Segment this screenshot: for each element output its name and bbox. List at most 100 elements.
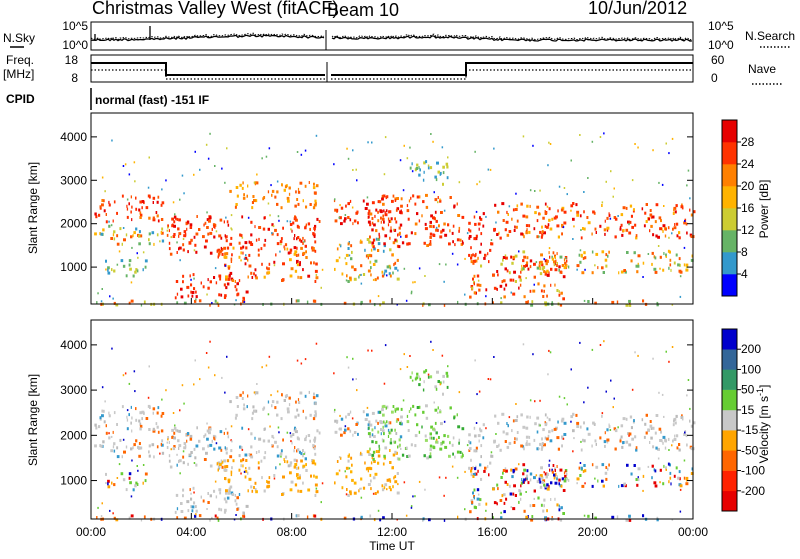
velocity-echo bbox=[130, 447, 133, 451]
velocity-noise-point bbox=[539, 476, 542, 479]
power-echo bbox=[128, 202, 130, 206]
velocity-echo bbox=[482, 436, 485, 440]
velocity-echo bbox=[474, 472, 478, 476]
power-echo bbox=[529, 265, 532, 269]
power-echo bbox=[108, 224, 111, 228]
velocity-echo bbox=[369, 447, 371, 451]
power-echo bbox=[635, 264, 639, 268]
velocity-echo bbox=[394, 407, 397, 411]
velocity-echo bbox=[105, 472, 107, 476]
velocity-echo bbox=[400, 422, 403, 426]
velocity-echo bbox=[203, 435, 205, 439]
power-echo bbox=[502, 256, 506, 259]
power-echo bbox=[559, 255, 563, 259]
velocity-echo bbox=[99, 444, 101, 448]
power-echo bbox=[282, 262, 285, 266]
velocity-echo bbox=[305, 463, 307, 467]
power-noise-point bbox=[243, 257, 246, 260]
velocity-echo bbox=[283, 399, 286, 402]
velocity-echo bbox=[120, 472, 124, 476]
velocity-echo bbox=[543, 504, 545, 508]
velocity-echo bbox=[544, 423, 548, 427]
power-noise-point bbox=[393, 228, 395, 231]
velocity-echo bbox=[375, 419, 378, 423]
power-echo bbox=[649, 229, 651, 233]
power-echo bbox=[539, 272, 543, 276]
power-echo bbox=[543, 231, 546, 235]
velocity-echo bbox=[387, 428, 390, 432]
power-echo bbox=[512, 208, 515, 212]
velocity-echo bbox=[604, 444, 606, 448]
power-echo bbox=[474, 254, 477, 258]
power-echo bbox=[525, 261, 529, 265]
power-echo bbox=[625, 303, 629, 307]
power-noise-point bbox=[475, 210, 478, 213]
velocity-echo bbox=[528, 435, 531, 439]
velocity-echo bbox=[546, 509, 548, 513]
velocity-echo bbox=[393, 476, 395, 480]
power-noise-point bbox=[663, 205, 665, 207]
power-echo bbox=[338, 216, 342, 220]
power-colorbar-label: Power [dB] bbox=[757, 180, 771, 239]
power-echo bbox=[130, 299, 134, 303]
velocity-noise-point bbox=[134, 390, 136, 393]
velocity-echo bbox=[625, 440, 629, 444]
power-echo bbox=[235, 186, 239, 189]
velocity-echo bbox=[470, 467, 473, 470]
velocity-echo bbox=[635, 446, 638, 450]
power-echo bbox=[388, 264, 391, 268]
velocity-echo bbox=[479, 427, 481, 431]
nsearch-tick-bottom: 10^0 bbox=[708, 38, 734, 52]
power-echo bbox=[591, 271, 594, 275]
velocity-noise-point bbox=[214, 480, 217, 483]
power-noise-point bbox=[383, 173, 386, 176]
velocity-echo bbox=[314, 436, 317, 440]
power-echo bbox=[366, 238, 370, 241]
power-noise-point bbox=[671, 137, 674, 140]
power-echo bbox=[479, 217, 483, 221]
velocity-noise-point bbox=[352, 357, 354, 360]
power-echo bbox=[473, 237, 477, 241]
power-noise-point bbox=[403, 267, 406, 270]
velocity-echo bbox=[504, 480, 507, 484]
power-echo bbox=[526, 256, 529, 260]
velocity-noise-point bbox=[231, 440, 233, 443]
power-echo bbox=[347, 242, 350, 246]
velocity-echo bbox=[381, 429, 385, 433]
power-echo bbox=[533, 275, 536, 279]
power-echo bbox=[131, 205, 133, 209]
power-echo bbox=[209, 216, 212, 220]
power-echo bbox=[207, 278, 209, 282]
velocity-echo bbox=[305, 469, 308, 472]
velocity-echo bbox=[94, 444, 97, 448]
power-echo bbox=[528, 224, 531, 228]
power-echo bbox=[288, 186, 291, 190]
velocity-colorbar-segment bbox=[722, 490, 737, 512]
velocity-echo bbox=[565, 478, 568, 481]
velocity-echo bbox=[313, 474, 315, 478]
power-echo bbox=[230, 260, 233, 263]
velocity-echo bbox=[539, 485, 543, 489]
power-echo bbox=[667, 249, 670, 253]
velocity-echo bbox=[407, 429, 410, 432]
velocity-echo bbox=[526, 440, 528, 444]
velocity-echo bbox=[130, 421, 132, 425]
power-colorbar-tick-label: 24 bbox=[741, 157, 755, 171]
power-noise-point bbox=[256, 173, 258, 176]
velocity-noise-point bbox=[377, 509, 380, 512]
velocity-echo bbox=[426, 456, 429, 460]
velocity-xaxis: 00:00 04:00 08:00 12:00 16:00 20:00 00:00 bbox=[76, 513, 708, 539]
velocity-echo bbox=[261, 476, 263, 480]
velocity-echo bbox=[367, 483, 371, 486]
power-noise-point bbox=[338, 243, 341, 246]
power-echo bbox=[383, 209, 385, 213]
power-echo bbox=[584, 256, 587, 260]
velocity-echo bbox=[379, 420, 383, 424]
velocity-scatter bbox=[94, 340, 696, 522]
velocity-echo bbox=[485, 502, 488, 506]
power-echo bbox=[446, 176, 449, 180]
velocity-echo bbox=[582, 438, 584, 442]
power-echo bbox=[470, 285, 474, 288]
power-echo bbox=[523, 265, 526, 268]
power-echo bbox=[107, 271, 111, 275]
